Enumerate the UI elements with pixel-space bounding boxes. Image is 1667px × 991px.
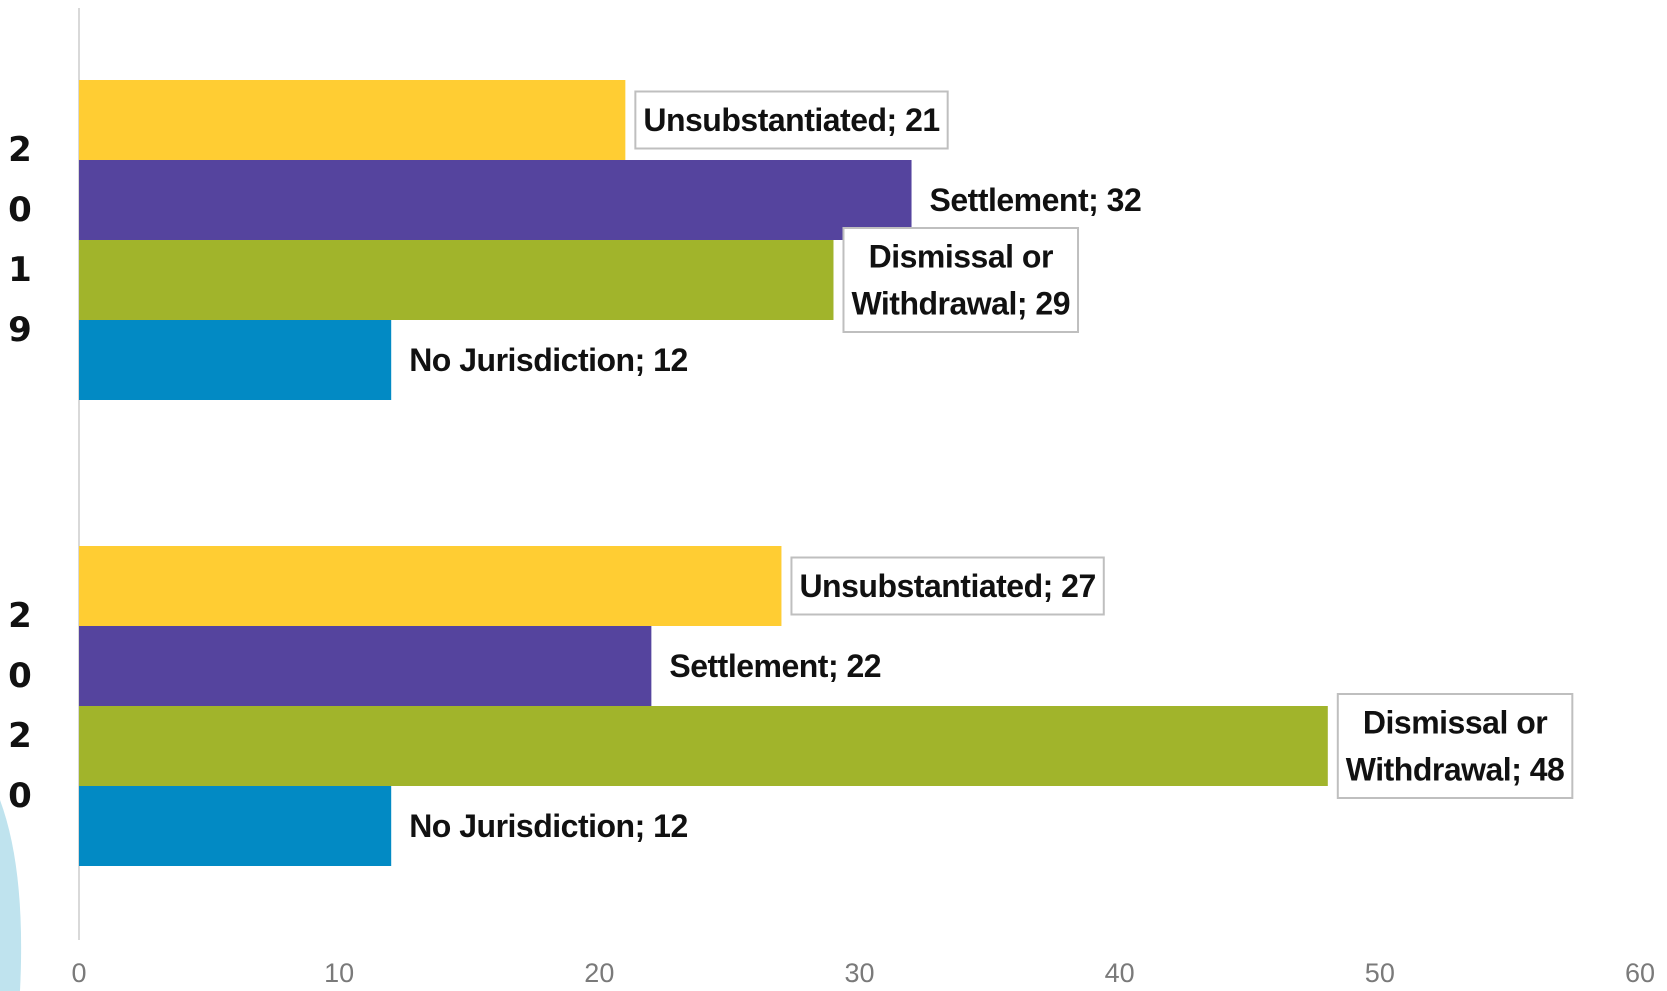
year-label-char-2019-1: 0 [8,190,32,230]
data-label-2019-dismissal-or-withdrawal: Dismissal or Withdrawal; 29 [842,227,1080,333]
bar-2020-unsubstantiated [79,546,782,626]
x-tick-labels-layer: 0 10 20 30 40 50 60 [71,958,1655,988]
x-tick-label-20: 20 [584,958,614,988]
bar-2019-settlement [79,160,912,240]
bar-2019-no-jurisdiction [79,320,392,400]
bar-2020-no-jurisdiction [79,786,392,866]
data-label-text: No Jurisdiction; 12 [409,342,688,378]
data-label-box [790,556,1105,616]
decorative-circle-edge [0,800,22,991]
data-label-box [1336,693,1574,799]
bar-2019-dismissal-or-withdrawal [79,240,834,320]
x-tick-label-50: 50 [1365,958,1395,988]
year-label-char-2020-3: 0 [8,776,32,816]
data-labels-layer: Unsubstantiated; 21 Settlement; 32 Dismiss… [409,90,1574,844]
data-label-text: No Jurisdiction; 12 [409,808,688,844]
data-label-text: Dismissal or [869,239,1053,275]
bar-2020-settlement [79,626,652,706]
bars-layer [79,80,1328,866]
x-tick-label-30: 30 [844,958,874,988]
data-label-text: Unsubstantiated; 27 [799,568,1095,604]
year-label-char-2020-1: 0 [8,656,32,696]
data-label-text: Withdrawal; 29 [851,286,1070,322]
data-label-2020-unsubstantiated: Unsubstantiated; 27 [790,556,1105,616]
data-label-2020-dismissal-or-withdrawal: Dismissal or Withdrawal; 48 [1336,693,1574,799]
year-label-char-2020-0: 2 [8,596,32,636]
bar-2020-dismissal-or-withdrawal [79,706,1328,786]
data-label-box [634,90,949,150]
year-label-char-2019-0: 2 [8,130,32,170]
data-label-text: Withdrawal; 48 [1346,752,1565,788]
data-label-2020-settlement: Settlement; 22 [669,648,881,684]
data-label-2020-no-jurisdiction: No Jurisdiction; 12 [409,808,688,844]
data-label-2019-no-jurisdiction: No Jurisdiction; 12 [409,342,688,378]
bar-2019-unsubstantiated [79,80,626,160]
year-label-char-2019-2: 1 [8,250,32,290]
x-tick-label-40: 40 [1105,958,1135,988]
data-label-text: Settlement; 22 [669,648,881,684]
data-label-box [842,227,1080,333]
year-label-char-2019-3: 9 [8,310,32,350]
data-label-text: Dismissal or [1363,705,1547,741]
data-label-text: Unsubstantiated; 21 [643,102,939,138]
data-label-2019-settlement: Settlement; 32 [930,182,1142,218]
year-labels-layer: 2 0 1 9 2 0 2 0 [8,130,32,816]
data-label-text: Settlement; 32 [930,182,1142,218]
data-label-2019-unsubstantiated: Unsubstantiated; 21 [634,90,949,150]
x-tick-label-0: 0 [71,958,86,988]
x-tick-label-60: 60 [1625,958,1655,988]
x-tick-label-10: 10 [324,958,354,988]
year-label-char-2020-2: 2 [8,716,32,756]
